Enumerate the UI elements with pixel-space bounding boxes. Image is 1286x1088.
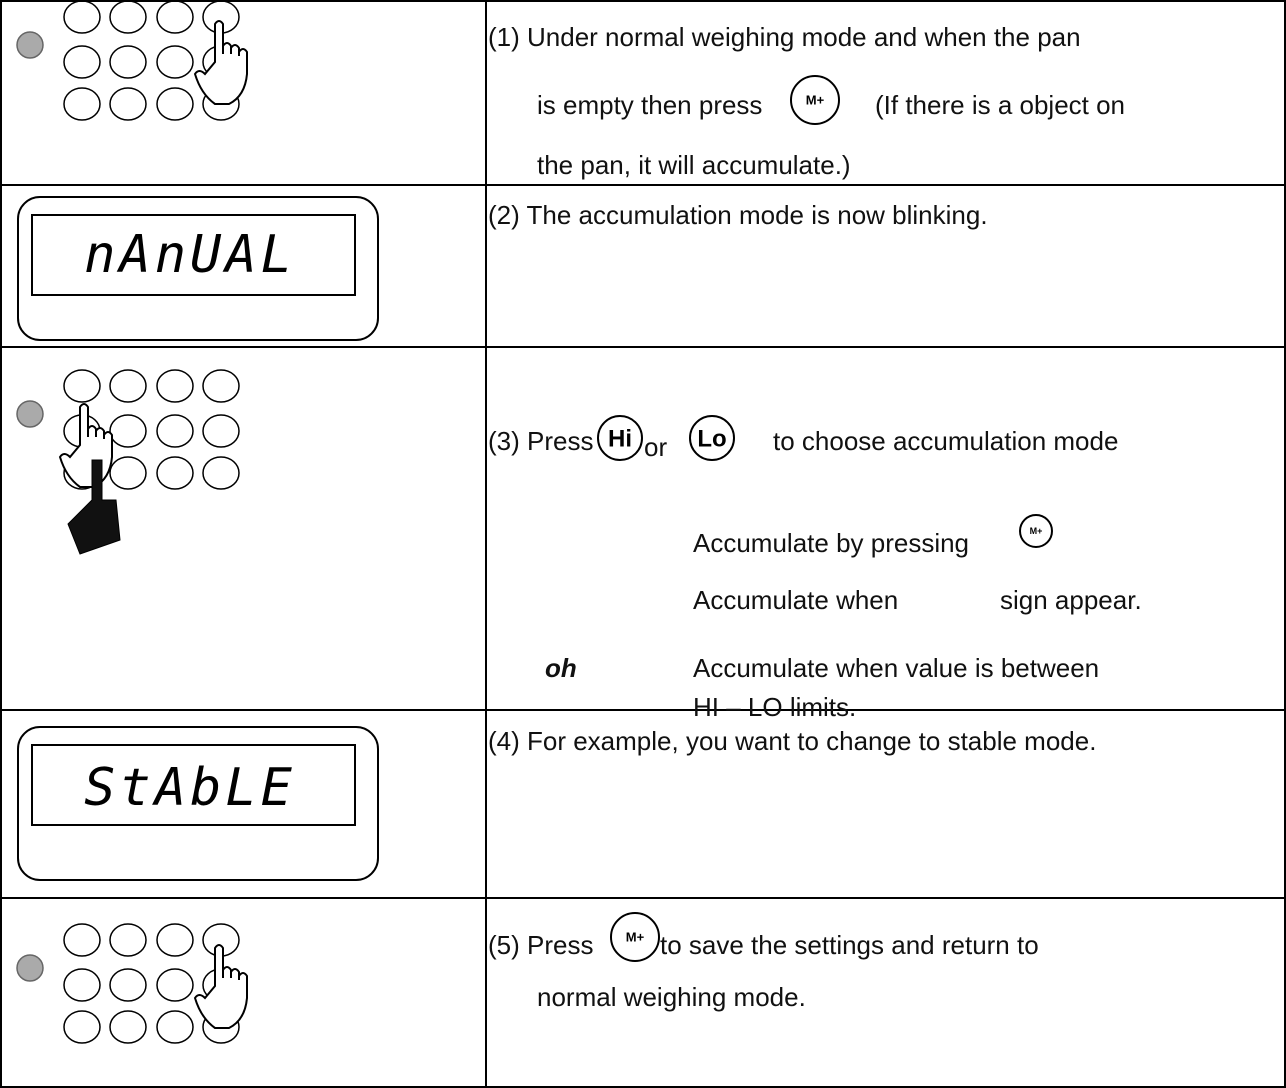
key [156, 45, 194, 79]
key [63, 923, 101, 957]
indicator [16, 954, 44, 982]
key [156, 369, 194, 403]
key [63, 1010, 101, 1044]
key [109, 923, 147, 957]
key [156, 456, 194, 490]
indicator [16, 31, 44, 59]
hand-icon [193, 944, 248, 1029]
button-icon [597, 415, 643, 461]
key [63, 87, 101, 121]
key [202, 369, 240, 403]
icons: M+ Hi Lo M+ M+ [16, 0, 1053, 1044]
button-icon [689, 415, 735, 461]
text: normal weighing mode. [537, 982, 806, 1012]
text: (4) For example, you want to change to s… [488, 726, 1097, 756]
key [63, 369, 101, 403]
text: (1) Under normal weighing mode and when … [488, 22, 1081, 52]
text: (2) The accumulation mode is now blinkin… [488, 200, 988, 230]
oh-icon: oh [545, 653, 577, 683]
key [156, 923, 194, 957]
key [109, 1010, 147, 1044]
key [156, 968, 194, 1002]
button-label: Lo [697, 425, 726, 452]
text: or [644, 432, 668, 462]
button-icon [610, 912, 660, 962]
key [63, 968, 101, 1002]
lcd [17, 196, 379, 341]
text: is empty then press [537, 90, 763, 120]
hand-icon [67, 459, 121, 555]
text: the pan, it will accumulate.) [537, 150, 851, 180]
key [109, 369, 147, 403]
text: Accumulate by pressing [693, 528, 970, 558]
button-label: M+ [806, 93, 825, 108]
key [156, 0, 194, 34]
text: Accumulate when value is between [693, 653, 1100, 683]
key [156, 87, 194, 121]
button-label: M+ [1030, 526, 1043, 536]
text: sign appear. [1000, 585, 1142, 615]
key [202, 414, 240, 448]
text: to choose accumulation mode [773, 426, 1119, 456]
key [156, 1010, 194, 1044]
key [63, 0, 101, 34]
key [109, 456, 147, 490]
text: (If there is a object on [875, 90, 1126, 120]
hand-icon [58, 403, 113, 488]
lcd [17, 726, 379, 881]
key [156, 414, 194, 448]
key [109, 45, 147, 79]
text: to save the settings and return to [660, 930, 1039, 960]
key [109, 968, 147, 1002]
lcd-text: StAbLE [84, 758, 296, 818]
text: HI – LO limits. [693, 692, 857, 722]
button-icon [790, 75, 840, 125]
text: (5) Press [488, 930, 594, 960]
key [202, 456, 240, 490]
key [109, 414, 147, 448]
hand-icon [193, 20, 248, 105]
indicator [16, 400, 44, 428]
button-label: Hi [608, 425, 632, 452]
button-icon [1019, 514, 1053, 548]
lcd-text: nAnUAL [84, 225, 296, 285]
button-label: M+ [626, 930, 645, 945]
key [109, 87, 147, 121]
text: Accumulate when [693, 585, 899, 615]
text: (3) Press [488, 426, 594, 456]
key [109, 0, 147, 34]
key [63, 45, 101, 79]
